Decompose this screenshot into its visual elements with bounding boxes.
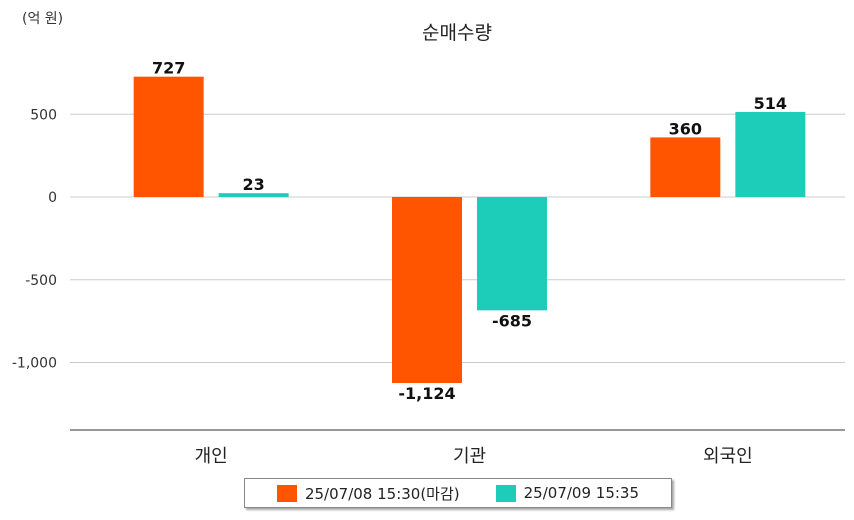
y-tick-label-3: -1,000 [12, 356, 57, 372]
y-tick-label-2: -500 [25, 273, 57, 289]
y-tick-label-1: 0 [48, 190, 57, 206]
bar-1-0 [133, 76, 204, 197]
legend-label-series-1: 25/07/08 15:30(마감) [304, 484, 460, 503]
legend-swatch-series-1 [276, 484, 297, 502]
y-tick-label-0: 500 [30, 107, 57, 123]
x-tick-label-1: 기관 [453, 446, 486, 467]
x-tick-label-0: 개인 [195, 446, 228, 467]
data-label-2-1: -685 [492, 311, 532, 330]
legend-item-series-2[interactable]: 25/07/09 15:35 [495, 484, 640, 502]
data-label-2-2: 514 [754, 94, 787, 113]
bar-2-0 [218, 193, 289, 197]
data-label-2-0: 23 [243, 175, 265, 194]
bar-1-1 [392, 197, 462, 384]
legend-label-series-2: 25/07/09 15:35 [523, 484, 640, 502]
x-tick-label-2: 외국인 [703, 446, 753, 467]
bar-2-1 [477, 197, 547, 311]
data-label-1-2: 360 [669, 119, 702, 138]
bar-1-2 [650, 137, 721, 197]
chart-title: 순매수량 [422, 22, 492, 44]
legend-swatch-series-2 [495, 484, 516, 502]
bar-2-2 [735, 111, 806, 197]
legend[interactable]: 25/07/08 15:30(마감) 25/07/09 15:35 [244, 478, 672, 508]
data-label-1-1: -1,124 [398, 384, 455, 403]
unit-label: (억 원) [22, 11, 64, 27]
data-label-1-0: 727 [152, 59, 185, 78]
legend-item-series-1[interactable]: 25/07/08 15:30(마감) [276, 483, 460, 504]
